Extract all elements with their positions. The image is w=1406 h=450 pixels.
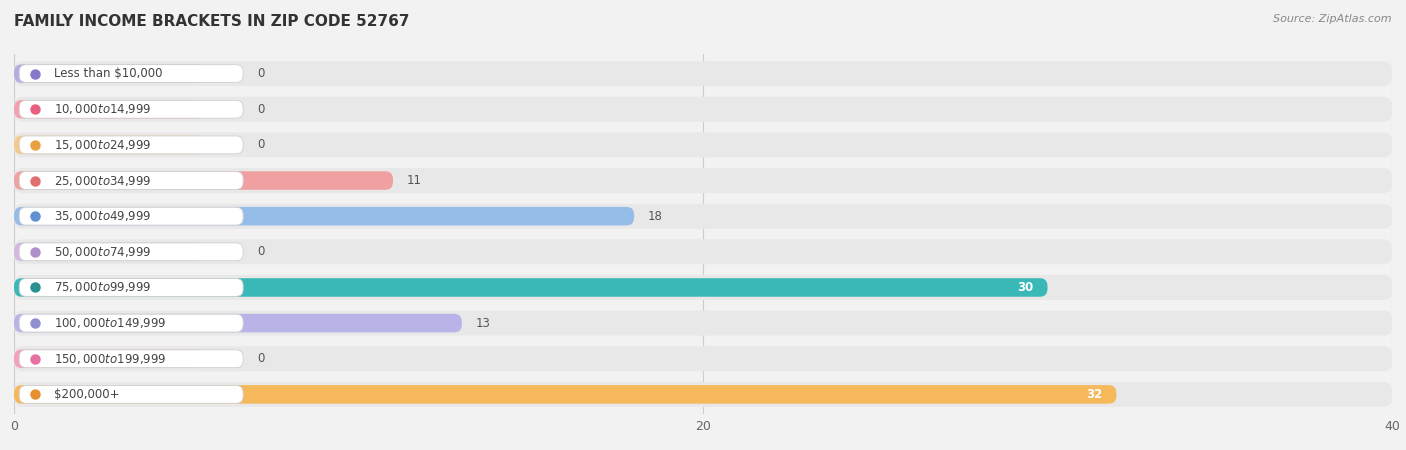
FancyBboxPatch shape [14, 278, 1047, 297]
FancyBboxPatch shape [20, 314, 243, 332]
FancyBboxPatch shape [20, 386, 243, 403]
Text: 0: 0 [257, 245, 264, 258]
FancyBboxPatch shape [14, 382, 1392, 407]
FancyBboxPatch shape [14, 204, 1392, 229]
Text: $100,000 to $149,999: $100,000 to $149,999 [53, 316, 166, 330]
FancyBboxPatch shape [14, 243, 204, 261]
FancyBboxPatch shape [20, 207, 243, 225]
Text: $50,000 to $74,999: $50,000 to $74,999 [53, 245, 150, 259]
Text: $10,000 to $14,999: $10,000 to $14,999 [53, 102, 150, 116]
FancyBboxPatch shape [20, 100, 243, 118]
FancyBboxPatch shape [20, 279, 243, 297]
Text: 0: 0 [257, 67, 264, 80]
Text: 30: 30 [1018, 281, 1033, 294]
FancyBboxPatch shape [20, 65, 243, 82]
FancyBboxPatch shape [14, 346, 1392, 371]
Text: 0: 0 [257, 352, 264, 365]
FancyBboxPatch shape [14, 97, 1392, 122]
Text: 0: 0 [257, 103, 264, 116]
Text: $150,000 to $199,999: $150,000 to $199,999 [53, 352, 166, 366]
FancyBboxPatch shape [14, 385, 1116, 404]
FancyBboxPatch shape [14, 132, 1392, 157]
Text: 32: 32 [1087, 388, 1102, 401]
Text: 0: 0 [257, 139, 264, 151]
FancyBboxPatch shape [14, 314, 463, 333]
FancyBboxPatch shape [20, 136, 243, 154]
Text: $35,000 to $49,999: $35,000 to $49,999 [53, 209, 150, 223]
FancyBboxPatch shape [14, 61, 1392, 86]
Text: $15,000 to $24,999: $15,000 to $24,999 [53, 138, 150, 152]
FancyBboxPatch shape [14, 135, 204, 154]
Text: 18: 18 [648, 210, 662, 223]
FancyBboxPatch shape [14, 171, 394, 190]
FancyBboxPatch shape [14, 239, 1392, 264]
FancyBboxPatch shape [14, 207, 634, 225]
Text: FAMILY INCOME BRACKETS IN ZIP CODE 52767: FAMILY INCOME BRACKETS IN ZIP CODE 52767 [14, 14, 409, 28]
Text: Source: ZipAtlas.com: Source: ZipAtlas.com [1274, 14, 1392, 23]
Text: 11: 11 [406, 174, 422, 187]
FancyBboxPatch shape [20, 243, 243, 261]
FancyBboxPatch shape [14, 168, 1392, 193]
FancyBboxPatch shape [14, 310, 1392, 336]
FancyBboxPatch shape [20, 350, 243, 368]
Text: 13: 13 [475, 317, 491, 329]
Text: $75,000 to $99,999: $75,000 to $99,999 [53, 280, 150, 294]
FancyBboxPatch shape [20, 171, 243, 189]
FancyBboxPatch shape [14, 275, 1392, 300]
FancyBboxPatch shape [14, 64, 204, 83]
Text: Less than $10,000: Less than $10,000 [53, 67, 162, 80]
Text: $25,000 to $34,999: $25,000 to $34,999 [53, 174, 150, 188]
Text: $200,000+: $200,000+ [53, 388, 120, 401]
FancyBboxPatch shape [14, 100, 204, 118]
FancyBboxPatch shape [14, 350, 204, 368]
